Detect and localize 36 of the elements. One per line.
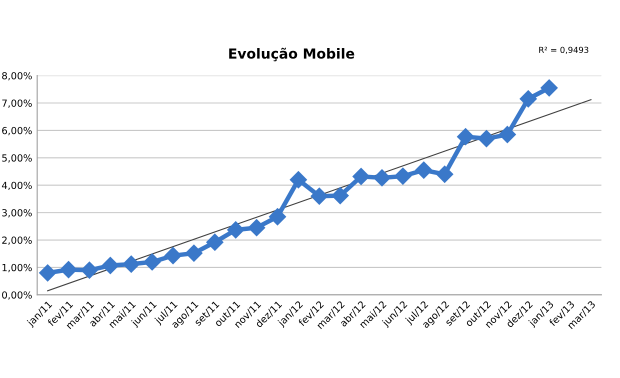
y-tick-label: 6,00% <box>2 126 32 136</box>
y-tick-label: 2,00% <box>2 236 32 245</box>
point <box>520 90 537 108</box>
point <box>352 168 370 185</box>
chart-title: Evolução Mobile <box>229 48 354 62</box>
y-tick-label: 7,00% <box>2 99 32 108</box>
text: R² = 0,9493 <box>539 46 588 54</box>
point <box>540 79 558 96</box>
point <box>80 262 98 279</box>
y-tick-label: 3,00% <box>2 209 32 218</box>
y-tick-label: 5,00% <box>2 154 32 163</box>
y-tick-label: 1,00% <box>2 264 32 272</box>
point <box>185 244 202 262</box>
point <box>457 128 474 146</box>
point <box>310 188 328 205</box>
point <box>415 162 432 179</box>
point <box>39 264 56 282</box>
y-tick-label: 8,00% <box>2 72 32 80</box>
point <box>144 253 161 271</box>
point <box>332 187 349 204</box>
point <box>102 256 119 274</box>
point <box>227 221 244 238</box>
point <box>394 168 412 185</box>
point <box>206 234 224 251</box>
point <box>248 219 266 236</box>
point <box>478 130 496 148</box>
point <box>290 171 307 188</box>
point <box>268 208 286 226</box>
y-tick-label: 0,00% <box>2 291 32 300</box>
point <box>436 166 454 183</box>
point <box>373 169 391 186</box>
point <box>164 247 182 264</box>
point <box>60 261 78 278</box>
point <box>122 256 140 273</box>
point <box>498 126 516 144</box>
y-tick-label: 4,00% <box>2 182 32 190</box>
